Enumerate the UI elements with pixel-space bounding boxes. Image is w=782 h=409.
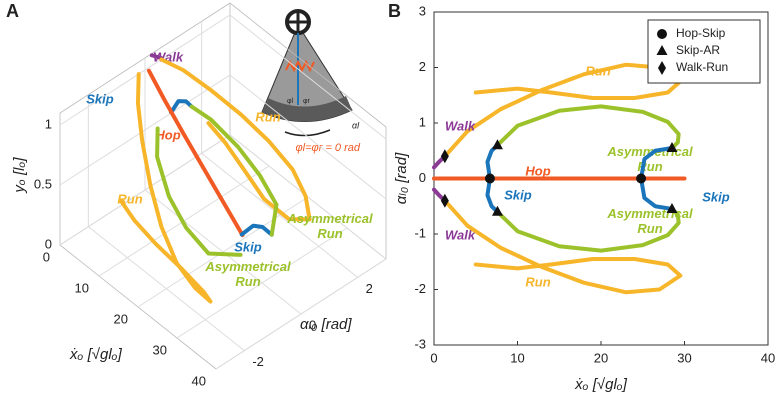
legend-swatch <box>656 45 668 55</box>
legend-swatch <box>657 29 667 39</box>
y-tick-label: 0 <box>309 317 316 332</box>
y-tick-label: 2 <box>419 59 426 74</box>
marker <box>440 193 449 208</box>
curve <box>442 198 683 295</box>
inset: φl φr αl φl=φr = 0 rad <box>261 9 361 154</box>
inset-label: φr <box>303 98 311 105</box>
marker <box>484 173 495 184</box>
z-tick-label: 1 <box>45 116 52 131</box>
y-tick-label: -3 <box>414 336 426 351</box>
series-label: Hop <box>525 163 550 178</box>
x-tick-label: 0 <box>430 350 437 365</box>
series-label: Run <box>585 63 610 78</box>
series-label: Skip <box>702 189 730 204</box>
curve <box>169 99 194 115</box>
z-grid-line <box>59 74 387 200</box>
x-tick-label: 20 <box>594 350 608 365</box>
y-tick-label: 3 <box>419 3 426 18</box>
series-label: Asymmetrical Run <box>204 259 291 289</box>
y-tick-label: 0 <box>419 170 426 185</box>
z-axis-title: yₒ [lₒ] <box>11 157 28 194</box>
x-tick-label: 0 <box>43 249 50 264</box>
y-tick-label: 2 <box>366 281 373 296</box>
inset-arrow <box>284 129 331 137</box>
curve <box>189 104 279 237</box>
z-grid-line <box>59 134 387 260</box>
curve <box>146 68 245 238</box>
y-tick-label: -1 <box>414 225 426 240</box>
marker <box>491 205 503 216</box>
marker <box>491 139 503 150</box>
curve <box>495 207 681 253</box>
series-label: Skip <box>86 91 114 106</box>
legend-swatch <box>658 61 666 75</box>
series-label: Skip <box>234 239 262 254</box>
series-label: Hop <box>155 127 180 142</box>
y-axis-title: αₗ₀ [rad] <box>300 316 352 333</box>
x-tick-label: 20 <box>114 311 128 326</box>
curve <box>155 126 243 257</box>
legend-label: Hop-Skip <box>676 26 726 40</box>
curve <box>239 223 274 237</box>
panel-letter: A <box>6 1 19 21</box>
marker <box>666 141 678 152</box>
x-axis-title: ẋₒ [√glₒ] <box>574 376 628 393</box>
curve <box>149 53 164 60</box>
curve <box>118 72 213 304</box>
y-tick-label: 1 <box>419 114 426 129</box>
z-tick-label: 0.5 <box>34 176 52 191</box>
x-tick-label: 10 <box>75 280 89 295</box>
x-tick-label: 10 <box>510 350 524 365</box>
series-label: Skip <box>504 187 532 202</box>
panel-letter: B <box>388 1 401 21</box>
inset-label: αl <box>352 120 360 130</box>
legend-label: Skip-AR <box>676 43 720 57</box>
z-grid-line <box>59 14 387 140</box>
z-tick-label: 0 <box>45 236 52 251</box>
legend-label: Walk-Run <box>676 60 728 74</box>
x-tick-label: 40 <box>192 373 206 388</box>
x-tick-label: 30 <box>677 350 691 365</box>
series-label: Asymmetrical Run <box>286 211 373 241</box>
y-tick-label: -2 <box>414 281 426 296</box>
x-tick-label: 40 <box>761 350 775 365</box>
y-tick-label: -2 <box>252 354 264 369</box>
curve <box>159 57 312 222</box>
series-label: Walk <box>445 118 476 133</box>
series-label: Asymmetrical Run <box>606 144 693 174</box>
series-label: Run <box>117 191 142 206</box>
series-label: Run <box>255 109 280 124</box>
marker <box>636 173 647 184</box>
marker <box>666 203 678 214</box>
x-axis-title: ẋₒ [√glₒ] <box>69 346 123 363</box>
inset-label: φl <box>287 98 294 105</box>
x-tick-label: 30 <box>153 342 167 357</box>
series-label: Run <box>525 274 550 289</box>
curve <box>495 104 681 150</box>
y-axis-title: αₗ₀ [rad] <box>393 152 410 204</box>
legend-box <box>647 19 761 84</box>
inset-ground <box>262 96 352 122</box>
marker <box>440 149 449 164</box>
axis-frame <box>229 2 387 128</box>
series-label: Walk <box>445 227 476 242</box>
inset-caption: φl=φr = 0 rad <box>296 142 361 154</box>
